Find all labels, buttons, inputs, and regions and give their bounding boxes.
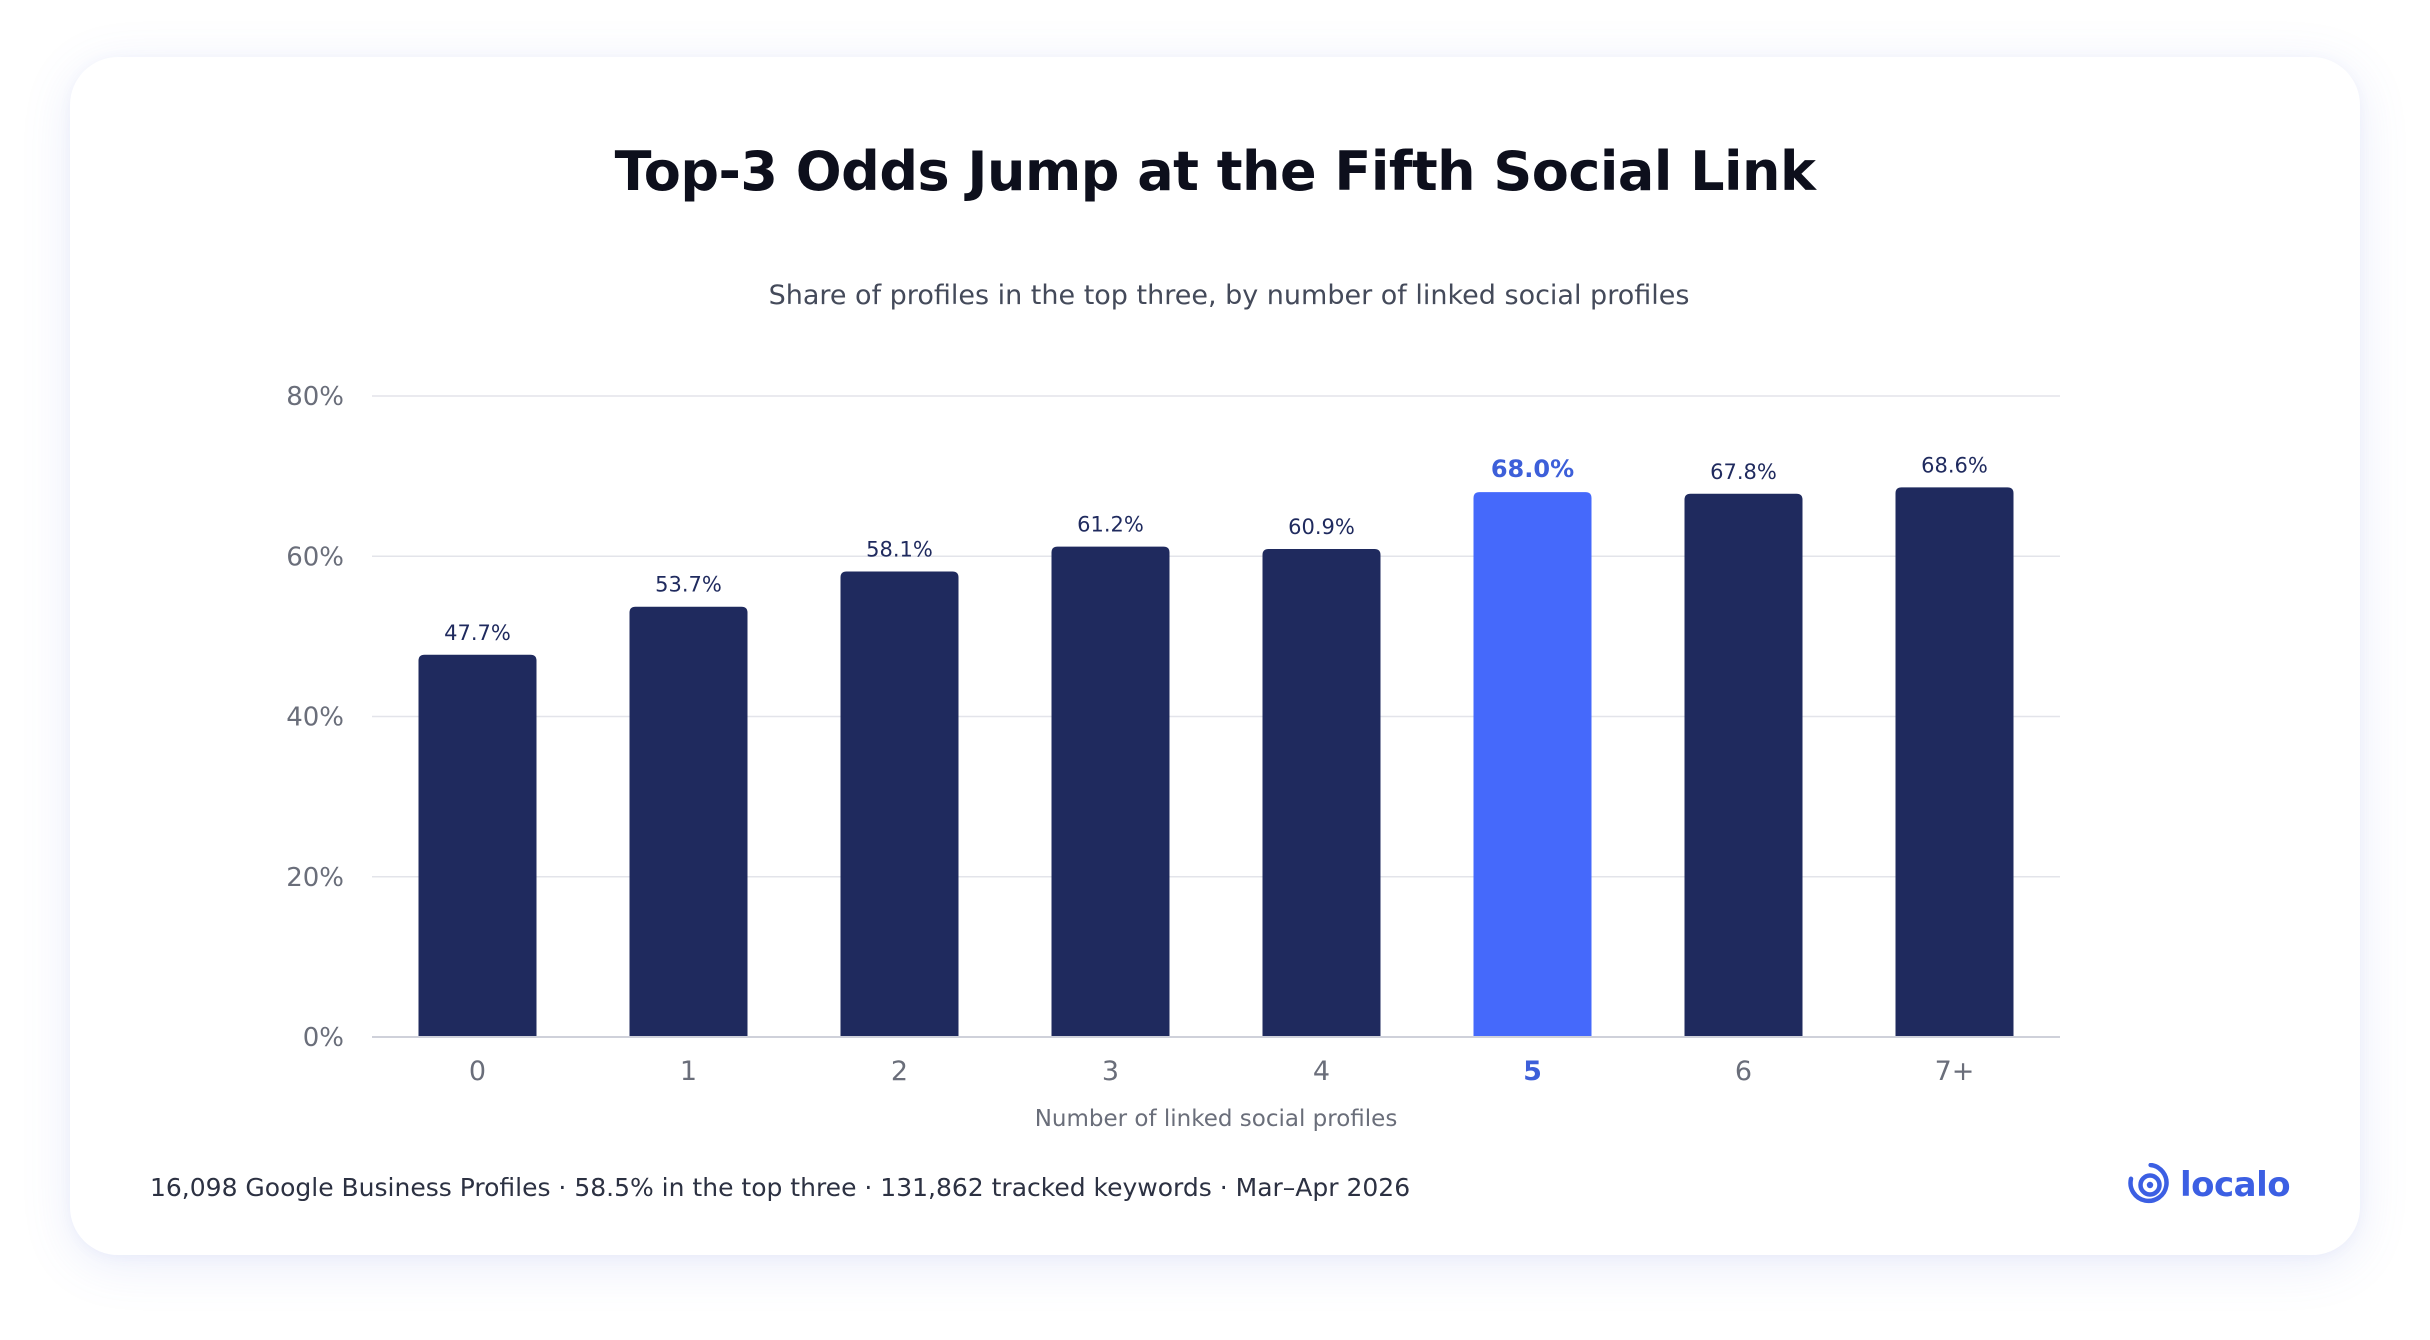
y-tick-label: 0% [303,1023,344,1053]
x-tick-label: 7+ [1935,1056,1975,1087]
data-label: 58.1% [866,537,933,561]
bar [1684,493,1803,1037]
brand-logo: localo [2128,1160,2291,1210]
bar [840,571,959,1037]
x-tick-label: 1 [680,1056,697,1087]
chart-title: Top-3 Odds Jump at the Fifth Social Link [614,140,1816,203]
location-pin-icon [2128,1163,2169,1204]
data-label: 67.8% [1710,460,1777,484]
brand-name: localo [2180,1165,2291,1205]
y-tick-label: 20% [286,863,344,893]
data-label: 53.7% [655,573,722,597]
x-tick-label: 3 [1102,1056,1119,1087]
bar [1895,487,2014,1037]
data-label: 47.7% [444,621,511,645]
y-tick-label: 60% [286,542,344,572]
x-tick-label: 6 [1735,1056,1752,1087]
data-label: 68.0% [1491,455,1574,483]
bar [1473,492,1592,1037]
bar [1051,546,1170,1037]
y-tick-label: 80% [286,382,344,412]
footer-note: 16,098 Google Business Profiles · 58.5% … [150,1173,1411,1202]
data-label: 61.2% [1077,513,1144,537]
bar [418,654,537,1037]
bar [1262,549,1381,1037]
y-tick-label: 40% [286,703,344,733]
x-tick-label: 4 [1313,1056,1330,1087]
bar [629,606,748,1037]
x-tick-label: 5 [1523,1056,1542,1087]
x-tick-label: 2 [891,1056,908,1087]
data-label: 68.6% [1921,453,1988,477]
data-label: 60.9% [1288,515,1355,539]
x-tick-label: 0 [469,1056,486,1087]
x-axis-title: Number of linked social profiles [1035,1106,1398,1132]
chart-subtitle: Share of profiles in the top three, by n… [768,280,1690,311]
